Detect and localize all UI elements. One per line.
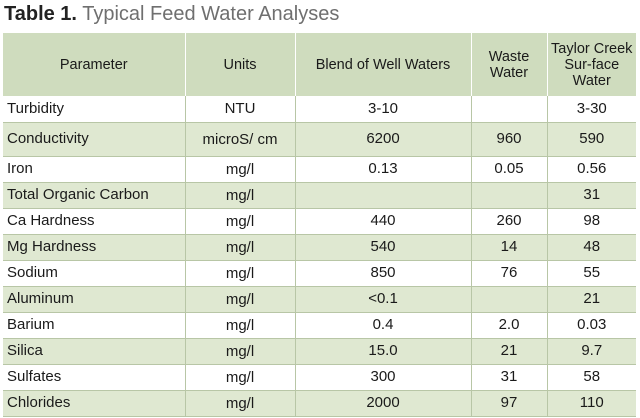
cell-taylor-creek: 590 (547, 122, 636, 157)
cell-units: mg/l (185, 286, 296, 313)
cell-units: microS/ cm (185, 122, 296, 157)
cell-parameter: Iron (3, 156, 186, 183)
cell-waste-water: 2.0 (471, 312, 548, 339)
cell-well-waters: 0.4 (295, 312, 472, 339)
cell-parameter: Aluminum (3, 286, 186, 313)
table-title: Table 1. Typical Feed Water Analyses (4, 3, 339, 26)
cell-waste-water: 960 (471, 122, 548, 157)
cell-parameter: Silica (3, 338, 186, 365)
cell-parameter: Mg Hardness (3, 234, 186, 261)
cell-waste-water (471, 182, 548, 209)
table-row: Aluminum mg/l <0.1 21 (3, 286, 636, 313)
table-header-row: Parameter Units Blend of Well Waters Was… (3, 33, 636, 96)
table-row: Turbidity NTU 3-10 3-30 (3, 96, 636, 123)
cell-taylor-creek: 98 (547, 208, 636, 235)
cell-taylor-creek: 55 (547, 260, 636, 287)
cell-taylor-creek: 0.56 (547, 156, 636, 183)
table-row: Mg Hardness mg/l 540 14 48 (3, 234, 636, 261)
cell-parameter: Sulfates (3, 364, 186, 391)
cell-waste-water: 97 (471, 390, 548, 417)
cell-parameter: Turbidity (3, 96, 186, 123)
cell-units: NTU (185, 96, 296, 123)
cell-taylor-creek: 21 (547, 286, 636, 313)
cell-waste-water (471, 286, 548, 313)
cell-waste-water: 21 (471, 338, 548, 365)
cell-well-waters: 540 (295, 234, 472, 261)
table-row: Barium mg/l 0.4 2.0 0.03 (3, 312, 636, 339)
cell-waste-water: 76 (471, 260, 548, 287)
cell-well-waters: 300 (295, 364, 472, 391)
cell-taylor-creek: 110 (547, 390, 636, 417)
header-parameter: Parameter (3, 33, 186, 96)
cell-units: mg/l (185, 338, 296, 365)
cell-units: mg/l (185, 390, 296, 417)
header-waste-water: Waste Water (471, 33, 548, 96)
table-number: Table 1. (4, 3, 77, 25)
table-body: Turbidity NTU 3-10 3-30 Conductivity microS/ … (3, 96, 636, 417)
cell-parameter: Conductivity (3, 122, 186, 157)
cell-units: mg/l (185, 364, 296, 391)
table-title-text: Typical Feed Water Analyses (82, 3, 340, 25)
cell-taylor-creek: 48 (547, 234, 636, 261)
cell-taylor-creek: 58 (547, 364, 636, 391)
cell-parameter: Sodium (3, 260, 186, 287)
cell-well-waters: 0.13 (295, 156, 472, 183)
cell-well-waters: 15.0 (295, 338, 472, 365)
cell-waste-water: 31 (471, 364, 548, 391)
cell-units: mg/l (185, 182, 296, 209)
table-row: Sodium mg/l 850 76 55 (3, 260, 636, 287)
table-row: Total Organic Carbon mg/l 31 (3, 182, 636, 209)
cell-taylor-creek: 3-30 (547, 96, 636, 123)
cell-well-waters: 440 (295, 208, 472, 235)
cell-waste-water (471, 96, 548, 123)
header-well-waters: Blend of Well Waters (295, 33, 472, 96)
table-row: Ca Hardness mg/l 440 260 98 (3, 208, 636, 235)
cell-units: mg/l (185, 156, 296, 183)
cell-parameter: Chlorides (3, 390, 186, 417)
cell-taylor-creek: 31 (547, 182, 636, 209)
table-row: Iron mg/l 0.13 0.05 0.56 (3, 156, 636, 183)
cell-taylor-creek: 9.7 (547, 338, 636, 365)
cell-units: mg/l (185, 312, 296, 339)
cell-waste-water: 0.05 (471, 156, 548, 183)
cell-units: mg/l (185, 234, 296, 261)
header-units: Units (185, 33, 296, 96)
table-caption: Table 1. Typical Feed Water Analyses (0, 0, 640, 33)
cell-units: mg/l (185, 208, 296, 235)
feed-water-table: Parameter Units Blend of Well Waters Was… (3, 33, 636, 417)
cell-parameter: Total Organic Carbon (3, 182, 186, 209)
cell-well-waters: 850 (295, 260, 472, 287)
cell-well-waters (295, 182, 472, 209)
cell-well-waters: 6200 (295, 122, 472, 157)
cell-parameter: Barium (3, 312, 186, 339)
cell-parameter: Ca Hardness (3, 208, 186, 235)
table-row: Silica mg/l 15.0 21 9.7 (3, 338, 636, 365)
table-row: Conductivity microS/ cm 6200 960 590 (3, 122, 636, 157)
table-row: Sulfates mg/l 300 31 58 (3, 364, 636, 391)
cell-waste-water: 14 (471, 234, 548, 261)
cell-units: mg/l (185, 260, 296, 287)
cell-well-waters: 2000 (295, 390, 472, 417)
cell-taylor-creek: 0.03 (547, 312, 636, 339)
cell-well-waters: <0.1 (295, 286, 472, 313)
header-taylor-creek: Taylor Creek Sur-face Water (551, 40, 633, 89)
cell-well-waters: 3-10 (295, 96, 472, 123)
table-row: Chlorides mg/l 2000 97 110 (3, 390, 636, 417)
cell-waste-water: 260 (471, 208, 548, 235)
